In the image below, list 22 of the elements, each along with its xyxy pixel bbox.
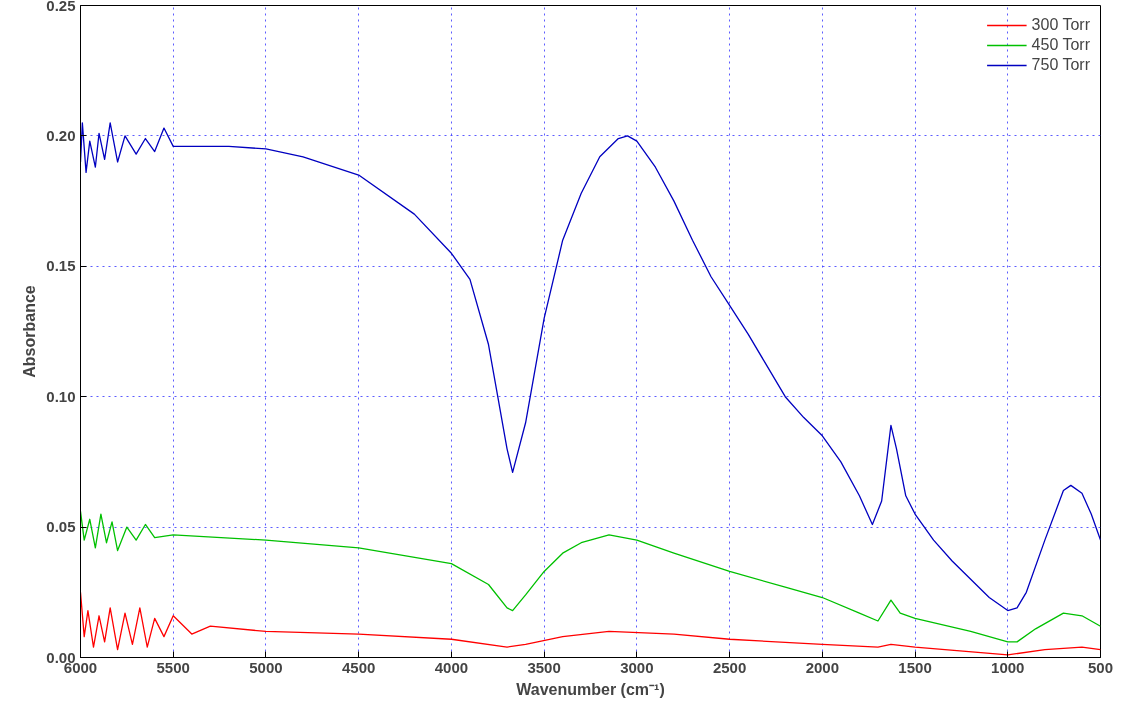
- x-tick-label: 2000: [805, 658, 840, 676]
- y-axis-title: Absorbance: [21, 285, 39, 378]
- x-tick-label: 4000: [434, 658, 469, 676]
- line-series: [80, 122, 1101, 612]
- x-tick-label: 1500: [898, 658, 932, 676]
- y-tick-label: 0.05: [46, 518, 76, 536]
- legend-label: 300 Torr: [1031, 16, 1090, 34]
- x-tick-label: 5500: [156, 658, 190, 676]
- x-tick-label: 3500: [527, 658, 561, 676]
- y-tick-label: 0.10: [46, 387, 76, 405]
- legend-label: 750 Torr: [1031, 56, 1090, 74]
- x-tick-label: 4500: [342, 658, 376, 676]
- x-tick-label: 2500: [712, 658, 747, 676]
- legend-label: 450 Torr: [1031, 36, 1090, 54]
- x-tick-label: 1000: [991, 658, 1025, 676]
- x-axis-title: Wavenumber (cm⁻¹): [516, 680, 665, 698]
- y-tick-label: 0.25: [46, 0, 76, 14]
- y-tick-label: 0.20: [46, 126, 76, 144]
- x-tick-label: 5000: [249, 658, 283, 676]
- y-tick-label: 0.15: [46, 257, 76, 275]
- x-tick-label: 500: [1087, 658, 1114, 676]
- x-tick-label: 3000: [620, 658, 654, 676]
